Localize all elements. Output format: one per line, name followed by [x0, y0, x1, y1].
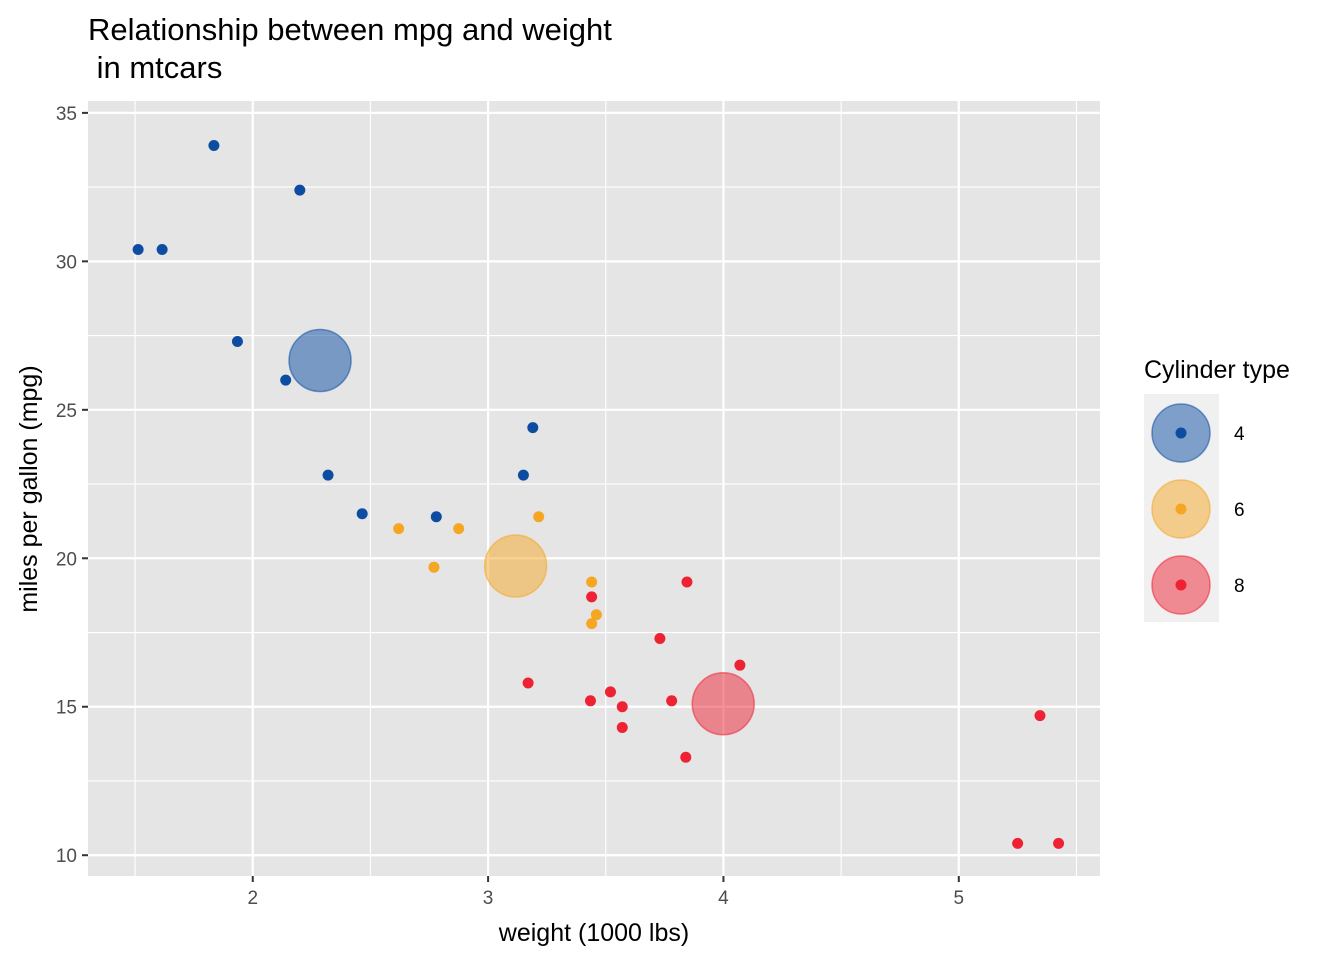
data-point-cyl-4	[208, 140, 220, 152]
data-point-cyl-8	[604, 686, 616, 698]
y-tick-label: 10	[56, 846, 77, 867]
legend-label-8: 8	[1234, 576, 1245, 597]
data-point-cyl-8	[616, 701, 628, 713]
data-point-cyl-6	[428, 561, 440, 573]
y-tick-label: 35	[56, 104, 77, 125]
data-point-cyl-6	[393, 523, 405, 535]
data-point-cyl-8	[681, 576, 693, 588]
data-point-cyl-8	[586, 591, 598, 603]
legend: Cylinder type 4 6 8	[1144, 356, 1290, 622]
data-point-cyl-8	[680, 751, 692, 763]
mean-bubble-cyl-8	[691, 672, 755, 736]
group-mean-bubbles	[288, 328, 755, 736]
y-tick-label: 15	[56, 698, 77, 719]
chart-title-line-2: in mtcars	[88, 50, 222, 85]
data-point-cyl-8	[734, 659, 746, 671]
legend-key-point-8	[1175, 579, 1187, 591]
data-point-cyl-8	[584, 695, 596, 707]
x-tick-label: 5	[954, 888, 965, 909]
data-point-cyl-4	[527, 422, 539, 434]
y-axis-title: miles per gallon (mpg)	[15, 365, 43, 612]
legend-label-6: 6	[1234, 500, 1245, 521]
data-point-cyl-6	[586, 618, 598, 630]
legend-key-point-4	[1175, 427, 1187, 439]
data-point-cyl-4	[280, 374, 292, 386]
data-point-cyl-8	[1012, 837, 1024, 849]
y-axis: 10 15 20 25 30 35	[56, 104, 88, 867]
data-point-cyl-4	[356, 508, 368, 520]
data-point-cyl-6	[453, 523, 465, 535]
data-points	[132, 140, 1065, 849]
data-point-cyl-4	[517, 469, 529, 481]
legend-label-4: 4	[1234, 424, 1245, 445]
minor-gridlines	[88, 101, 1100, 876]
data-point-cyl-8	[1034, 710, 1046, 722]
data-point-cyl-8	[654, 632, 666, 644]
data-point-cyl-4	[132, 243, 144, 255]
legend-key-point-6	[1175, 503, 1187, 515]
plot-panel	[88, 101, 1100, 876]
x-tick-label: 3	[483, 888, 494, 909]
data-point-cyl-6	[533, 511, 545, 523]
data-point-cyl-4	[231, 336, 243, 348]
chart-title-line-1: Relationship between mpg and weight	[88, 12, 612, 47]
x-axis: 2 3 4 5	[247, 876, 964, 909]
data-point-cyl-8	[1053, 837, 1065, 849]
data-point-cyl-6	[590, 609, 602, 621]
major-gridlines	[88, 101, 1100, 876]
chart-title: Relationship between mpg and weight in m…	[88, 12, 612, 85]
data-point-cyl-4	[322, 469, 334, 481]
y-tick-label: 20	[56, 549, 77, 570]
data-point-cyl-6	[586, 576, 598, 588]
data-point-cyl-4	[430, 511, 442, 523]
mean-bubble-cyl-6	[483, 534, 548, 598]
data-point-cyl-4	[156, 243, 168, 255]
data-point-cyl-4	[294, 184, 306, 196]
data-point-cyl-8	[616, 722, 628, 734]
y-tick-label: 30	[56, 252, 77, 273]
x-axis-title: weight (1000 lbs)	[498, 919, 689, 947]
y-tick-label: 25	[56, 401, 77, 422]
x-tick-label: 4	[718, 888, 729, 909]
data-point-cyl-8	[522, 677, 534, 689]
mean-bubble-cyl-4	[288, 328, 352, 393]
data-point-cyl-8	[666, 695, 678, 707]
legend-title: Cylinder type	[1144, 356, 1290, 384]
x-tick-label: 2	[247, 888, 258, 909]
